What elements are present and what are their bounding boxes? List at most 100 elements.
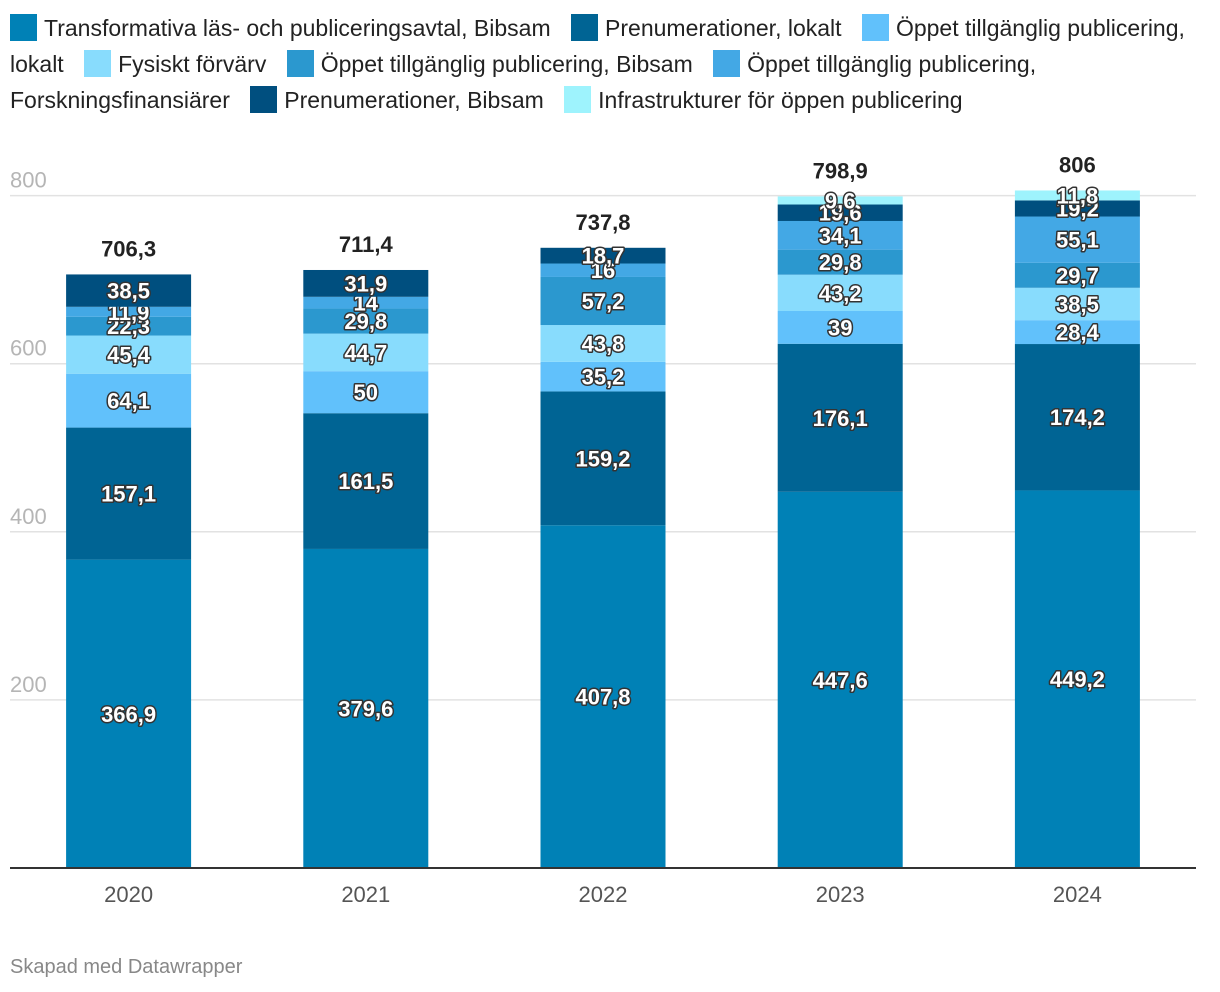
legend-item: Öppet tillgänglig publicering, lokalt — [10, 14, 1185, 77]
data-label: 39 — [828, 315, 852, 340]
bar-segment — [1014, 320, 1140, 345]
data-label: 31,9 — [344, 271, 387, 296]
x-tick-label: 2022 — [579, 882, 628, 907]
legend-label: Öppet tillgänglig publicering, Forskning… — [10, 51, 1037, 113]
bar-segment — [777, 274, 903, 312]
legend-label: Fysiskt förvärv — [118, 51, 267, 77]
legend-swatch — [861, 14, 889, 41]
data-label: 379,6 — [338, 696, 393, 721]
bar-segment — [540, 391, 666, 526]
data-label: 45,4 — [107, 343, 151, 368]
legend-swatch — [84, 50, 112, 77]
data-label: 161,5 — [338, 469, 393, 494]
legend-swatch — [250, 86, 278, 113]
bar-segment — [540, 276, 666, 326]
data-label: 44,7 — [344, 340, 387, 365]
footer-credit: Skapad med Datawrapper — [10, 956, 243, 978]
legend-swatch — [286, 50, 314, 77]
bar-segment — [540, 263, 666, 277]
data-label: 43,8 — [582, 331, 625, 356]
data-label: 9,6 — [825, 188, 856, 213]
bar-segment — [303, 371, 429, 414]
bar-segment — [66, 306, 192, 317]
data-label: 57,2 — [582, 289, 625, 314]
data-label: 55,1 — [1056, 228, 1099, 253]
bar-segment — [1014, 200, 1140, 217]
bar-segment — [777, 311, 903, 344]
bar-segment — [66, 316, 192, 336]
data-label: 366,9 — [101, 702, 156, 727]
bar-segment — [303, 548, 429, 868]
legend-label: Transformativa läs- och publiceringsavta… — [44, 15, 551, 41]
data-label: 447,6 — [813, 668, 868, 693]
y-tick-label: 600 — [10, 336, 47, 361]
legend-item: Fysiskt förvärv — [84, 50, 267, 77]
bar-segment — [777, 249, 903, 275]
bar-segment — [66, 559, 192, 868]
data-label: 35,2 — [582, 365, 625, 390]
data-label: 176,1 — [813, 406, 868, 431]
bar-segment — [303, 333, 429, 372]
y-tick-label: 400 — [10, 504, 47, 529]
legend-swatch — [10, 14, 37, 41]
legend-swatch — [564, 86, 592, 113]
legend-swatch — [571, 14, 599, 41]
data-label: 11,8 — [1057, 183, 1099, 208]
data-label: 50 — [354, 380, 378, 405]
legend-item: Öppet tillgänglig publicering, Bibsam — [286, 50, 693, 77]
legend: Transformativa läs- och publiceringsavta… — [10, 10, 1215, 118]
bar-segment — [777, 204, 903, 221]
data-label: 449,2 — [1050, 667, 1105, 692]
legend-item: Transformativa läs- och publiceringsavta… — [10, 14, 551, 41]
data-label: 29,7 — [1056, 263, 1099, 288]
data-label: 22,3 — [107, 314, 150, 339]
data-label: 38,5 — [1056, 292, 1099, 317]
y-tick-label: 200 — [10, 672, 47, 697]
total-label: 737,8 — [575, 210, 630, 235]
bar-segment — [66, 427, 192, 560]
data-label: 64,1 — [107, 389, 150, 414]
legend-label: Öppet tillgänglig publicering, Bibsam — [320, 51, 693, 77]
bar-segment — [66, 335, 192, 374]
bar-segment — [540, 247, 666, 264]
bar-segment — [540, 361, 666, 392]
legend-item: Infrastrukturer för öppen publicering — [564, 86, 963, 113]
legend-label: Öppet tillgänglig publicering, lokalt — [10, 15, 1185, 77]
bar-segment — [66, 274, 192, 307]
data-label: 29,8 — [344, 309, 387, 334]
bar-segment — [1014, 344, 1140, 491]
total-label: 798,9 — [813, 159, 868, 184]
total-label: 711,4 — [339, 232, 394, 257]
y-tick-label: 800 — [10, 168, 47, 193]
bar-segment — [303, 269, 429, 297]
total-label: 806 — [1059, 153, 1096, 178]
bar-segment — [540, 325, 666, 362]
data-label: 38,5 — [107, 279, 150, 304]
legend-label: Infrastrukturer för öppen publicering — [598, 87, 963, 113]
bar-segment — [777, 343, 903, 492]
data-label: 34,1 — [819, 223, 862, 248]
x-tick-label: 2024 — [1053, 882, 1102, 907]
legend-item: Prenumerationer, lokalt — [571, 14, 842, 41]
data-label: 159,2 — [575, 446, 630, 471]
bar-segment — [66, 373, 192, 428]
data-label: 29,8 — [819, 250, 862, 275]
stacked-bar-chart: 200400600800366,9157,164,145,422,311,938… — [10, 153, 1196, 907]
data-label: 18,7 — [582, 244, 625, 269]
bar-segment — [303, 308, 429, 334]
legend-swatch — [713, 50, 741, 77]
data-label: 43,2 — [819, 281, 862, 306]
data-label: 28,4 — [1056, 320, 1100, 345]
bar-segment — [777, 491, 903, 868]
bar-segment — [1014, 190, 1140, 201]
bar-segment — [540, 525, 666, 868]
x-tick-label: 2021 — [341, 882, 390, 907]
bar-segment — [1014, 262, 1140, 288]
bar-segment — [1014, 490, 1140, 868]
x-tick-label: 2020 — [104, 882, 153, 907]
bar-segment — [777, 196, 903, 205]
bar-segment — [1014, 216, 1140, 263]
legend-item: Öppet tillgänglig publicering, Forskning… — [10, 50, 1037, 113]
data-label: 407,8 — [575, 685, 630, 710]
bar-segment — [1014, 287, 1140, 321]
